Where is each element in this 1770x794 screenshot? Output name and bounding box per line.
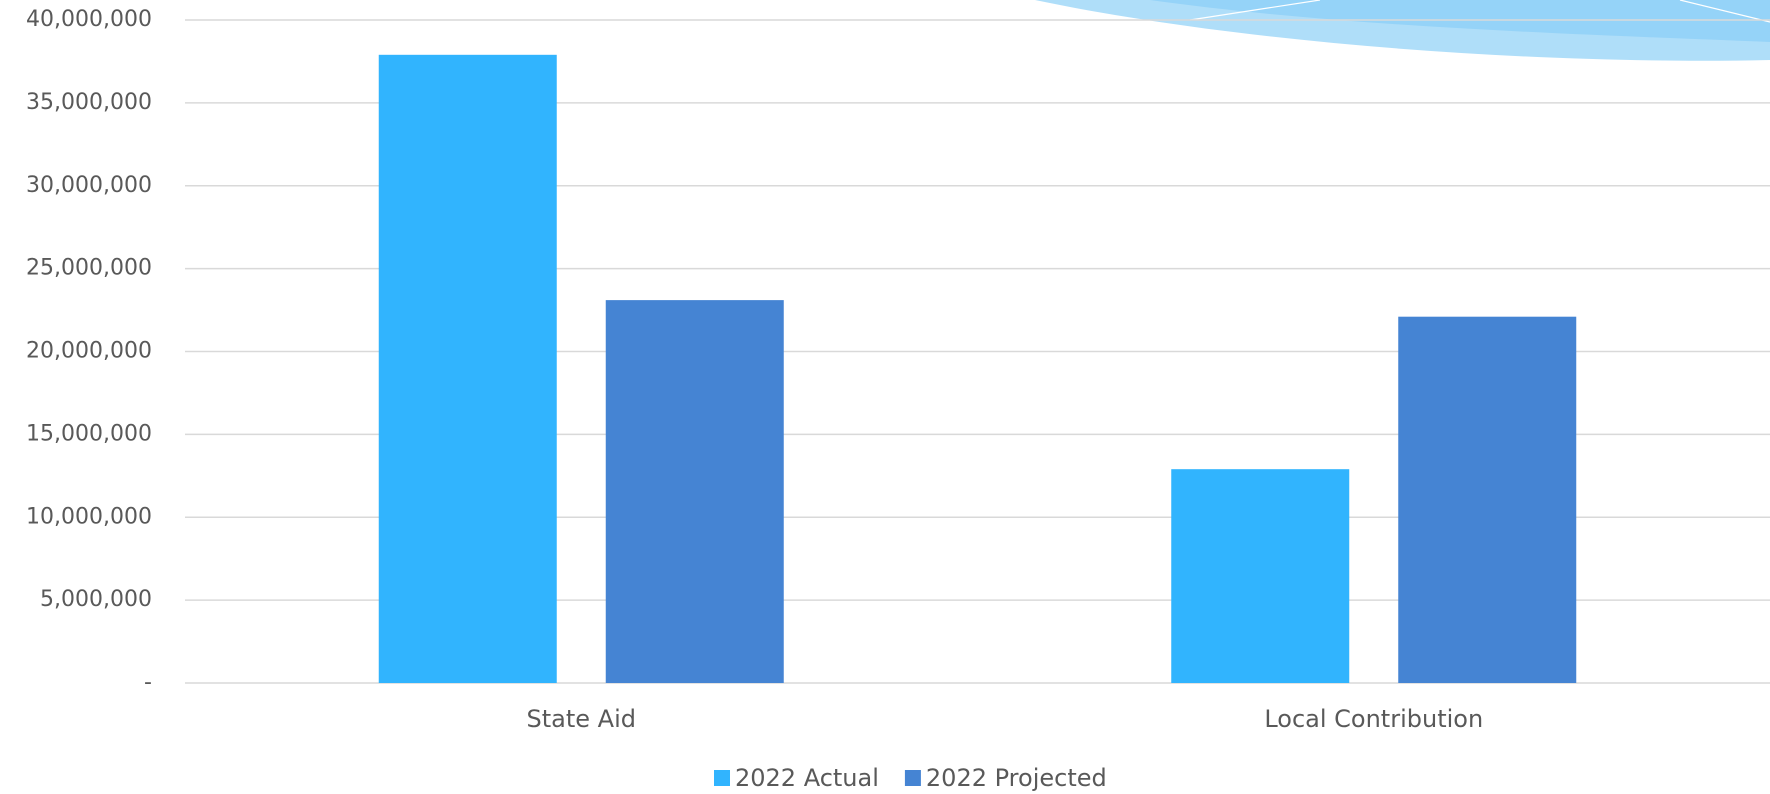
- y-tick-label: 15,000,000: [26, 421, 152, 446]
- bar: [1398, 316, 1577, 683]
- legend-label: 2022 Projected: [926, 764, 1107, 792]
- bar: [605, 300, 784, 683]
- y-tick-label: 20,000,000: [26, 339, 152, 364]
- legend-swatch: [904, 770, 921, 786]
- y-tick-label: 30,000,000: [26, 173, 152, 198]
- y-tick-label: 5,000,000: [40, 587, 152, 612]
- legend-swatch: [714, 770, 730, 786]
- x-tick-label: Local Contribution: [1264, 705, 1483, 733]
- y-tick-label: 25,000,000: [26, 256, 152, 281]
- bar: [1171, 469, 1350, 683]
- y-tick-label: 10,000,000: [26, 504, 152, 529]
- bar: [378, 54, 557, 684]
- legend-label: 2022 Actual: [735, 764, 879, 792]
- decoration-wave: [1035, 0, 1770, 61]
- y-tick-label: -: [144, 670, 152, 695]
- y-tick-label: 40,000,000: [26, 7, 152, 32]
- y-tick-label: 35,000,000: [26, 90, 152, 115]
- x-tick-label: State Aid: [527, 705, 636, 733]
